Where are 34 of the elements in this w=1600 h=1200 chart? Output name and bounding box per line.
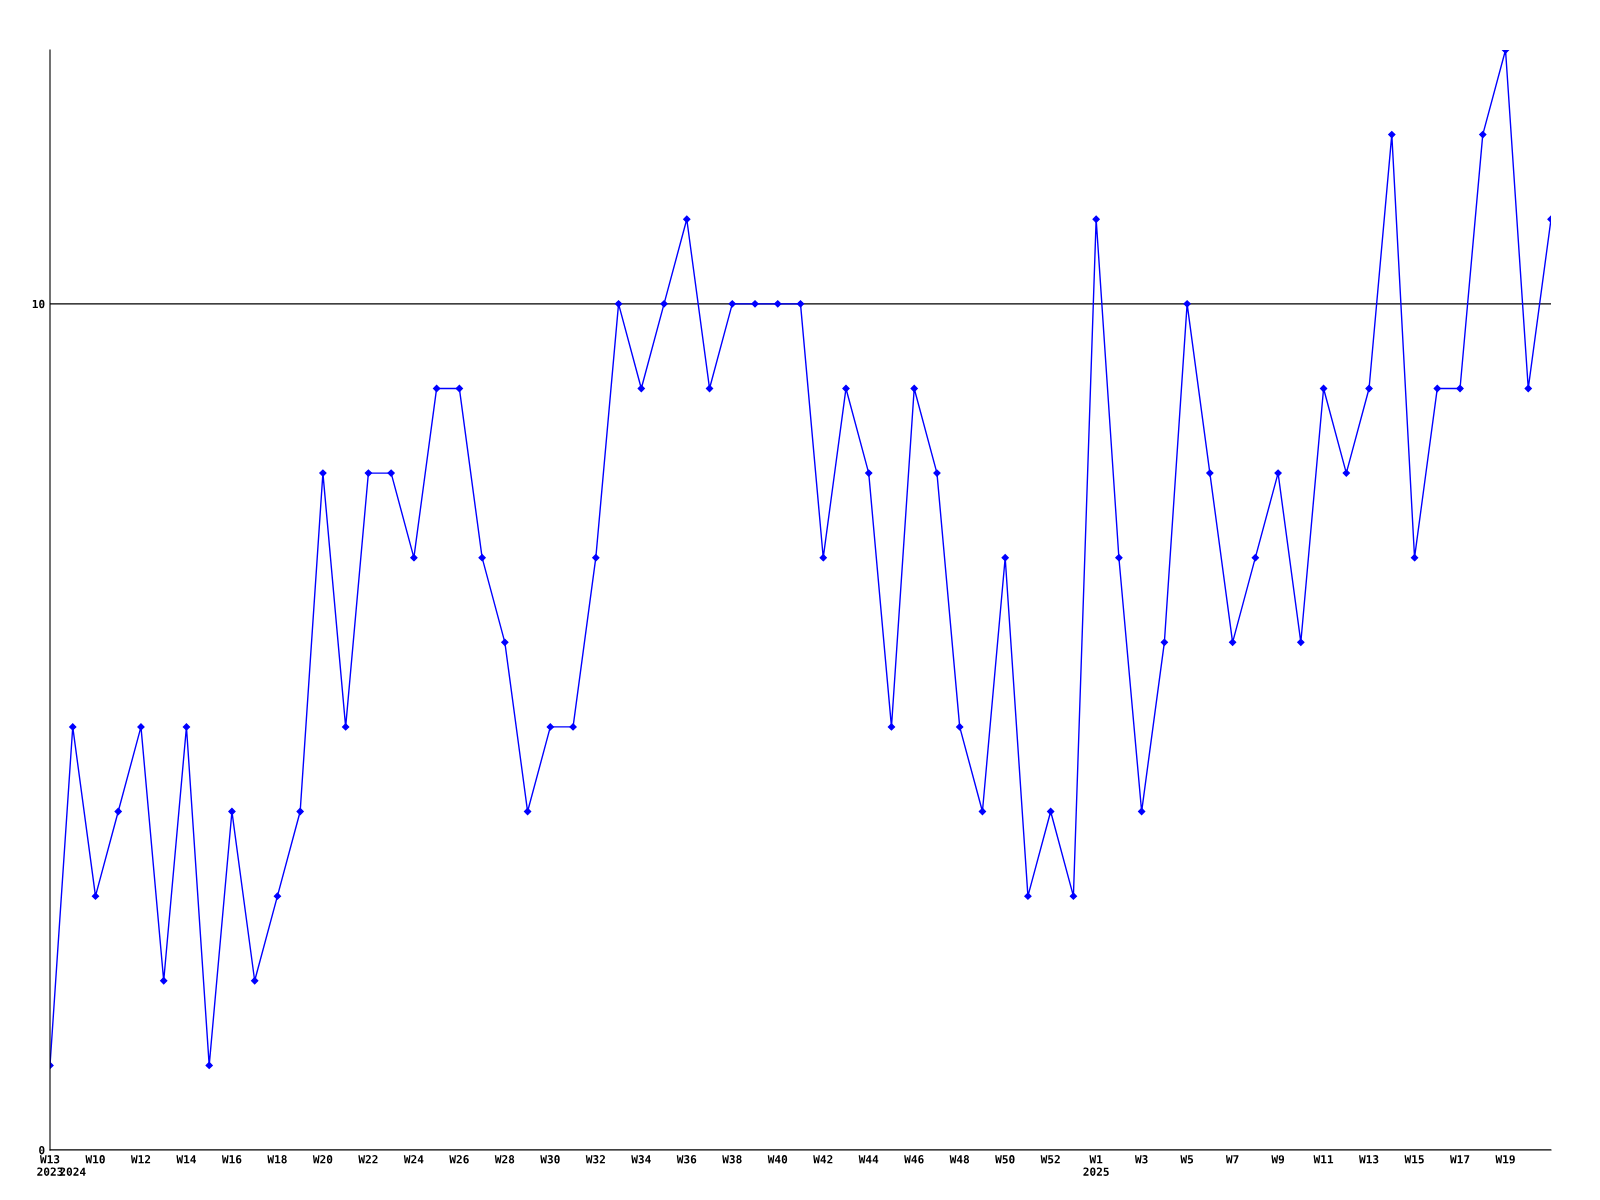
- x-tick-label: W1 2025: [1083, 1155, 1109, 1176]
- x-tick-label: W44: [858, 1155, 879, 1164]
- x-tick-label: W13: [1359, 1155, 1379, 1164]
- x-tick-label: W52: [1040, 1155, 1060, 1164]
- x-tick-label: W34: [631, 1155, 651, 1164]
- x-tick-label: W17: [1450, 1155, 1470, 1164]
- x-tick-label: W36: [676, 1155, 697, 1164]
- x-tick-label: W9: [1271, 1155, 1285, 1164]
- y-tick-label: 10: [32, 299, 45, 309]
- x-tick-label: W7: [1225, 1155, 1239, 1164]
- x-tick-label: W24: [403, 1155, 424, 1164]
- x-tick-label: W10: [85, 1155, 105, 1164]
- x-tick-label: W5: [1180, 1155, 1194, 1164]
- x-tick-label: W3: [1134, 1155, 1148, 1164]
- x-tick-label: W16: [221, 1155, 242, 1164]
- x-tick-label: W42: [813, 1155, 833, 1164]
- x-tick-label: W46: [904, 1155, 924, 1164]
- x-tick-label: W18: [267, 1155, 287, 1164]
- x-tick-label: W12: [130, 1155, 151, 1164]
- x-tick-label: W32: [585, 1155, 605, 1164]
- x-tick-label: W28: [494, 1155, 515, 1164]
- x-tick-label: W19: [1495, 1155, 1515, 1164]
- x-tick-label: W48: [949, 1155, 970, 1164]
- x-tick-label: W50: [995, 1155, 1015, 1164]
- x-tick-label: W15: [1404, 1155, 1424, 1164]
- x-tick-label: W14: [176, 1155, 196, 1164]
- y-tick-label: 0: [39, 1145, 45, 1155]
- x-tick-label: W20: [312, 1155, 333, 1164]
- x-tick-label: W26: [449, 1155, 469, 1164]
- x-tick-label: W30: [540, 1155, 560, 1164]
- x-tick-label: W11: [1313, 1155, 1334, 1164]
- x-tick-label: W22: [358, 1155, 378, 1164]
- x-tick-label: W40: [767, 1155, 788, 1164]
- x-tick-label: W38: [722, 1155, 742, 1164]
